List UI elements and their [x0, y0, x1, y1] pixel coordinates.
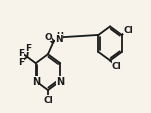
- Text: F: F: [18, 48, 24, 57]
- Text: F: F: [18, 58, 24, 66]
- Text: N: N: [32, 76, 40, 86]
- Text: H: H: [56, 31, 63, 40]
- Text: N: N: [55, 35, 63, 44]
- Text: N: N: [56, 76, 64, 86]
- Text: F: F: [25, 44, 32, 53]
- Text: Cl: Cl: [43, 96, 53, 105]
- Text: O: O: [44, 33, 52, 42]
- Text: Cl: Cl: [112, 62, 121, 71]
- Text: Cl: Cl: [123, 26, 133, 35]
